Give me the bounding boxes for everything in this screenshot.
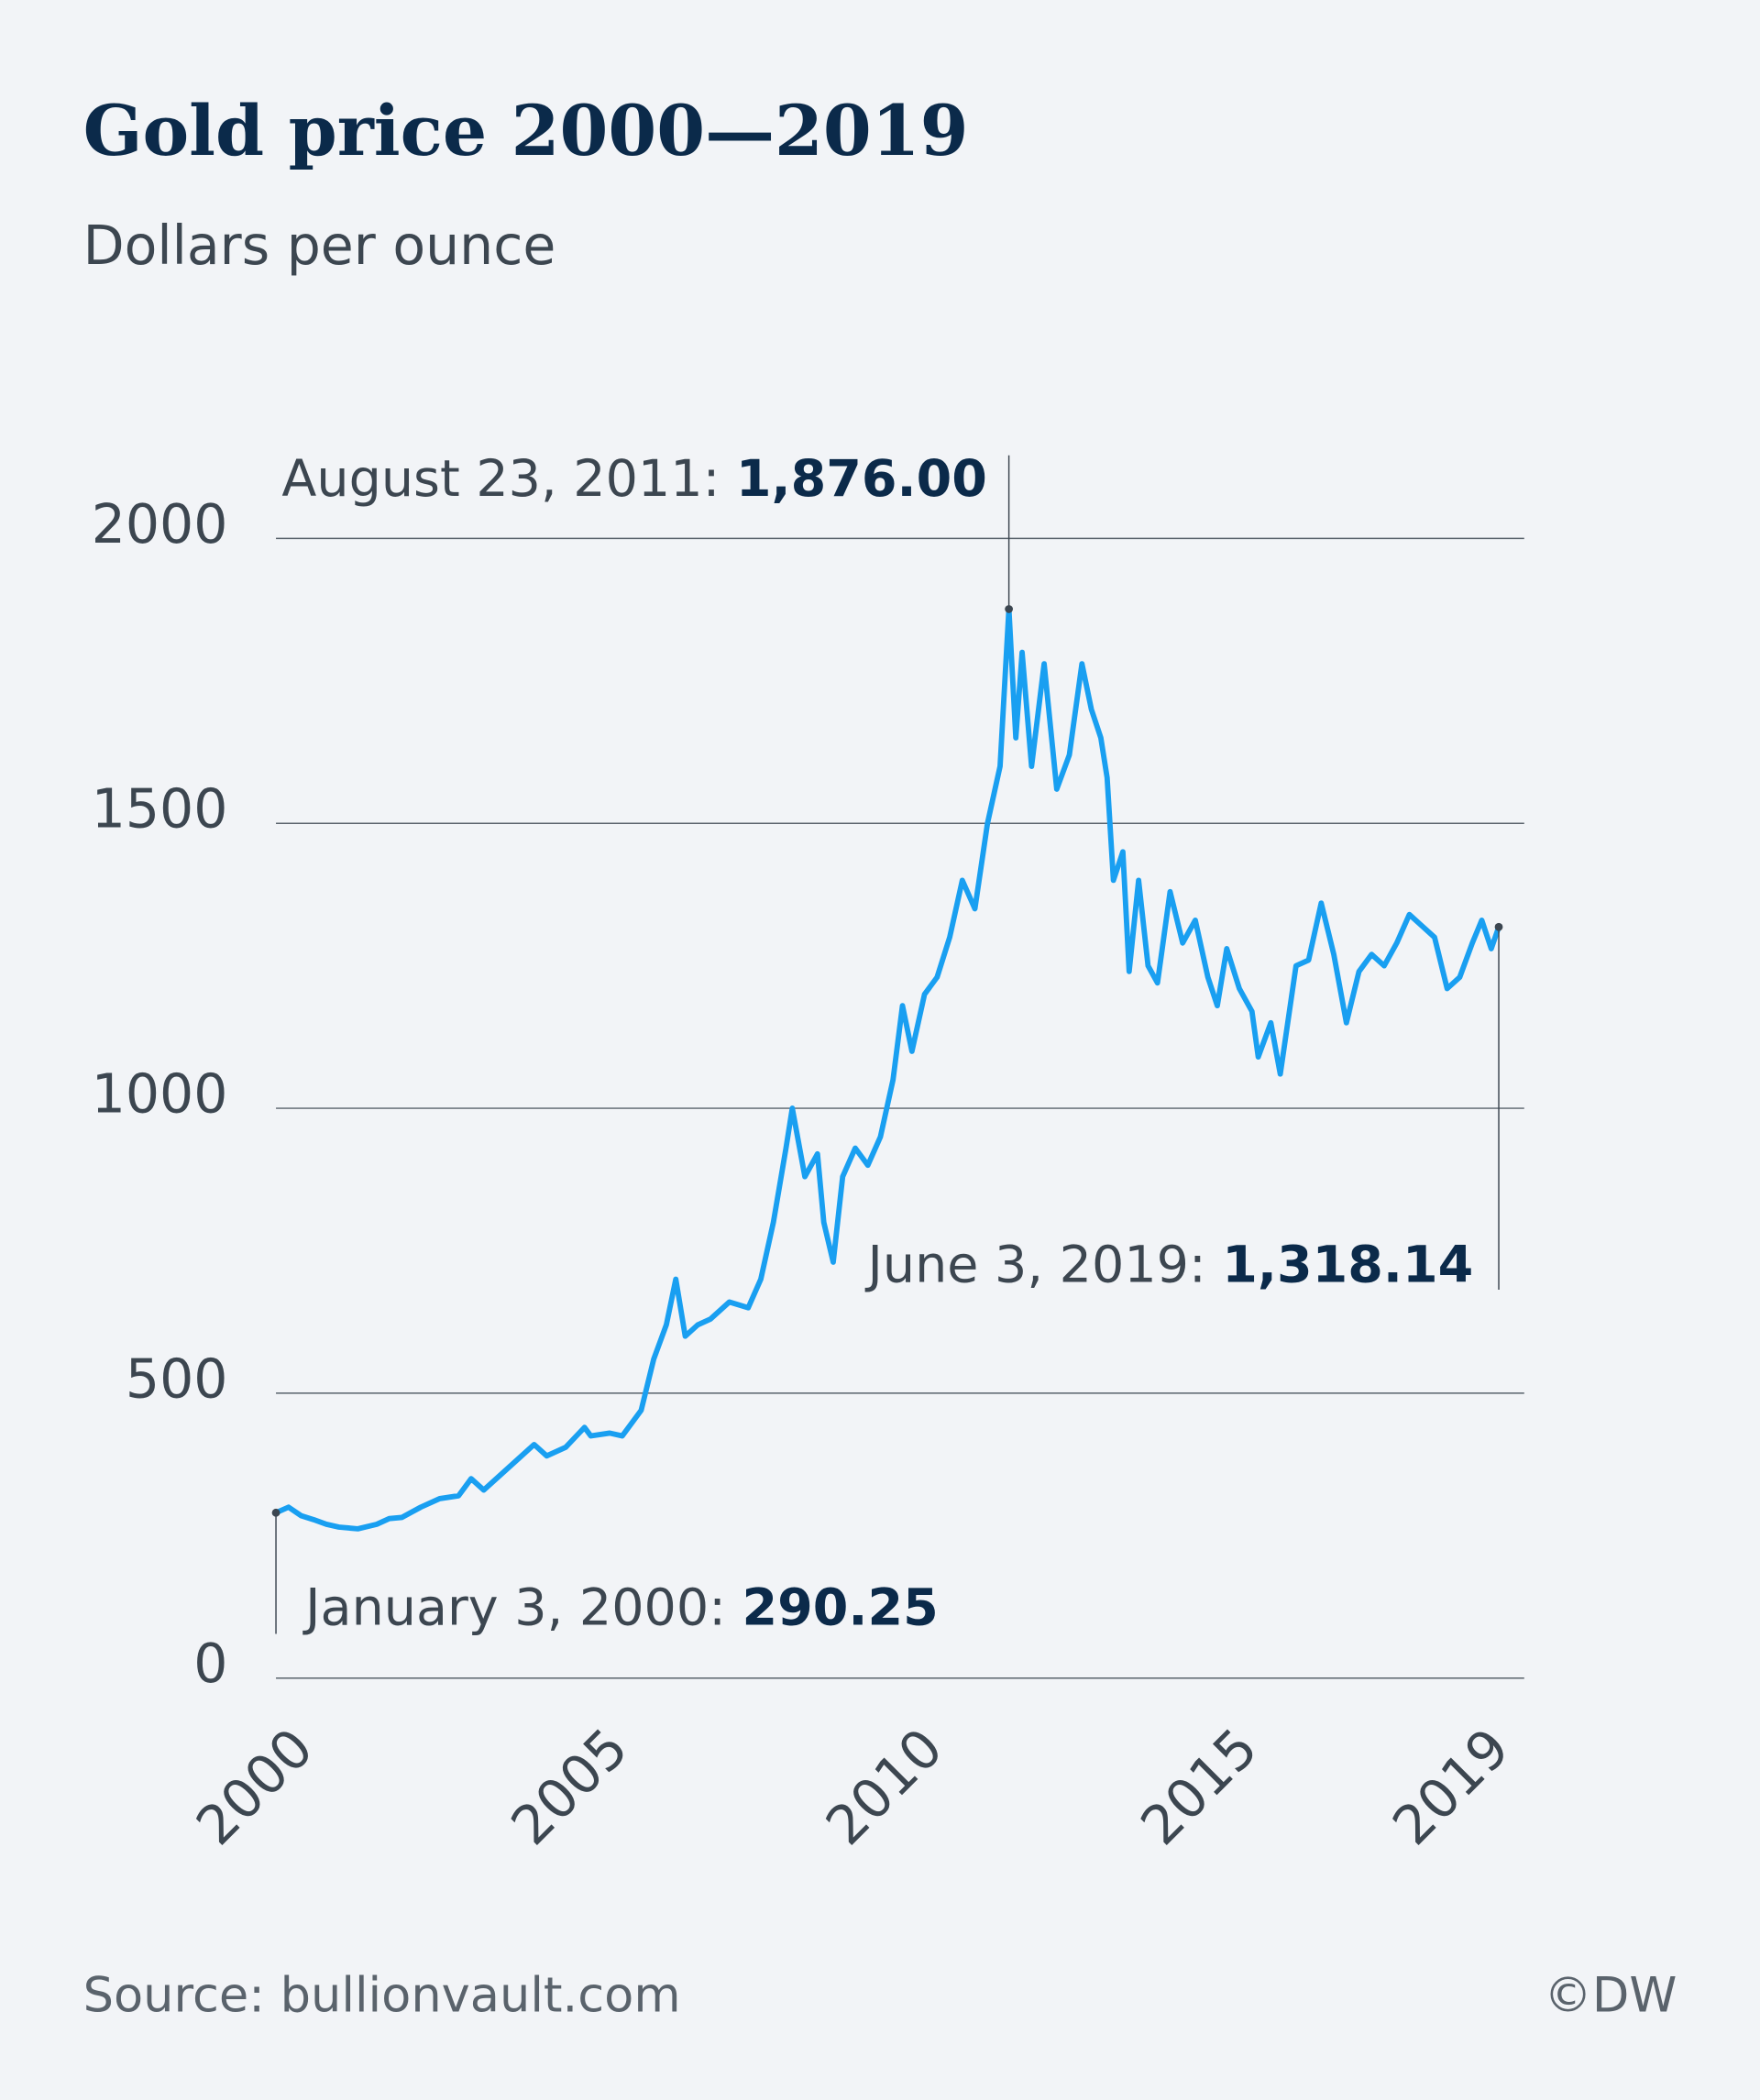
annotation-value: 1,876.00 — [736, 449, 987, 509]
annotation-point — [1005, 605, 1013, 613]
source: Source: bullionvault.com — [83, 1968, 681, 2024]
annotation-value: 1,318.14 — [1222, 1236, 1473, 1295]
price-line — [274, 606, 1502, 1532]
y-tick-label: 500 — [126, 1347, 228, 1410]
y-tick-label: 0 — [193, 1633, 227, 1695]
annotation-text: August 23, 2011: — [281, 449, 736, 509]
annotation: June 3, 2019: 1,318.14 — [865, 1236, 1474, 1295]
y-tick-label: 2000 — [92, 493, 228, 555]
annotation-point — [271, 1508, 280, 1517]
annotation-text: January 3, 2000: — [302, 1578, 742, 1638]
annotation-point — [1494, 922, 1503, 931]
y-tick-label: 1000 — [92, 1062, 228, 1125]
y-tick-label: 1500 — [92, 778, 228, 841]
chart-subtitle: Dollars per ounce — [83, 214, 556, 277]
annotation: August 23, 2011: 1,876.00 — [281, 449, 986, 509]
annotation-value: 290.25 — [742, 1578, 939, 1638]
credit: ©DW — [1544, 1968, 1677, 2024]
annotation: January 3, 2000: 290.25 — [302, 1578, 939, 1638]
chart-title: Gold price 2000—2019 — [83, 90, 969, 171]
annotation-text: June 3, 2019: — [865, 1236, 1223, 1295]
